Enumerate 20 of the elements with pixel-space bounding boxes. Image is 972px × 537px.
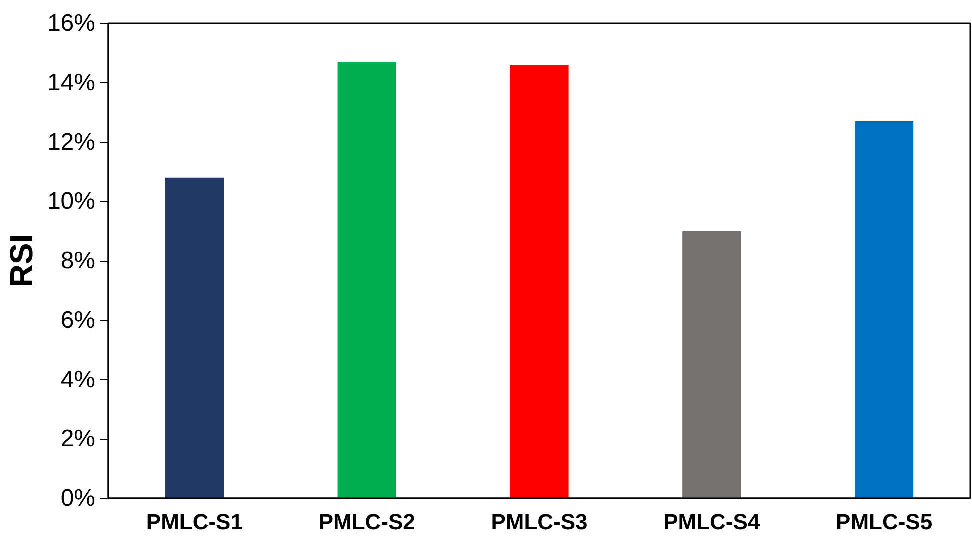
y-tick-label: 8% [60,248,96,274]
bar [510,65,569,498]
y-tick-label: 4% [60,366,96,394]
y-tick-label: 12% [47,128,96,156]
bar [165,178,224,498]
y-tick-label: 0% [60,485,96,512]
x-tick-label: PMLC-S3 [491,510,588,534]
y-tick-label: 16% [47,10,96,37]
y-tick-label: 14% [47,69,96,96]
y-tick-label: 6% [60,306,96,334]
x-tick-label: PMLC-S5 [836,510,933,534]
x-tick-label: PMLC-S2 [318,510,416,534]
y-tick-label: 10% [47,188,96,216]
bar [854,121,914,498]
x-tick-label: PMLC-S1 [146,510,243,534]
y-axis-title: RSI [3,234,40,288]
x-tick-label: PMLC-S4 [664,510,761,534]
bar [338,62,396,498]
bar [682,231,742,498]
y-tick-label: 2% [60,426,96,453]
